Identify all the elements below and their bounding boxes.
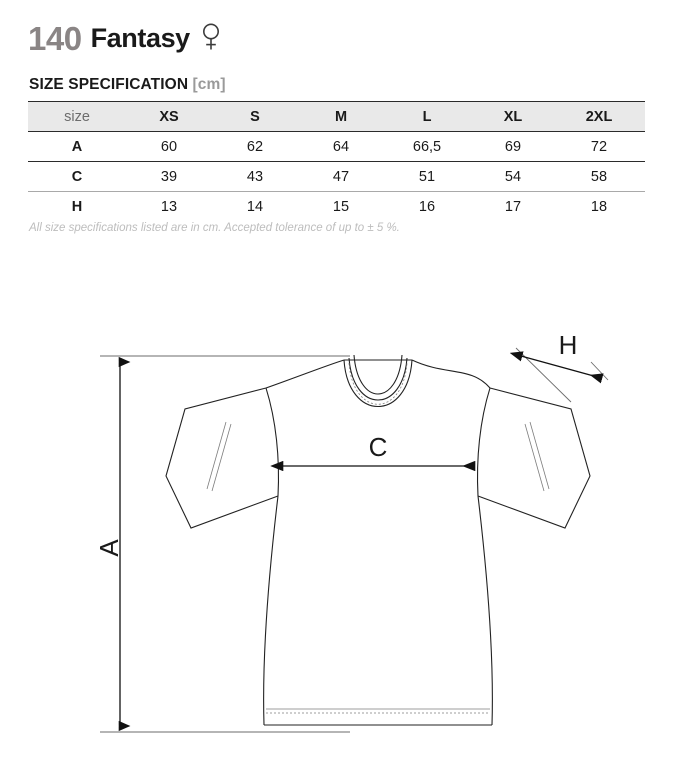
cell-h-m: 15	[298, 191, 384, 221]
cell-h-xl: 17	[470, 191, 556, 221]
spec-footnote: All size specifications listed are in cm…	[29, 222, 400, 234]
table-row: H 13 14 15 16 17 18	[28, 191, 645, 221]
row-label-a: A	[28, 131, 126, 162]
cell-c-m: 47	[298, 161, 384, 192]
cell-c-2xl: 58	[556, 161, 642, 192]
dimension-label-a: A	[94, 539, 124, 557]
spec-heading-unit: [cm]	[192, 76, 226, 93]
product-number: 140	[28, 19, 82, 57]
dimension-h: H	[509, 330, 609, 403]
cell-h-xs: 13	[126, 191, 212, 221]
cell-h-pad	[642, 191, 645, 221]
column-header-pad	[642, 101, 645, 132]
cell-a-xs: 60	[126, 131, 212, 162]
row-label-c: C	[28, 161, 126, 192]
garment-outline	[165, 354, 591, 726]
cell-a-pad	[642, 131, 645, 162]
cell-c-xs: 39	[126, 161, 212, 192]
product-name: Fantasy	[90, 22, 191, 53]
table-header-row: size XS S M L XL 2XL	[28, 101, 645, 132]
cell-a-xl: 69	[470, 131, 556, 162]
cell-a-m: 64	[298, 131, 384, 162]
dimension-a: A	[94, 355, 350, 733]
spec-section-heading: SIZE SPECIFICATION [cm]	[29, 76, 226, 94]
page-title: 140 Fantasy	[28, 16, 221, 60]
table-row: A 60 62 64 66,5 69 72	[28, 131, 645, 162]
column-header-m: M	[298, 101, 384, 132]
column-header-size: size	[28, 101, 126, 132]
garment-technical-drawing: A C H	[0, 300, 673, 757]
cell-c-s: 43	[212, 161, 298, 192]
cell-a-s: 62	[212, 131, 298, 162]
table-row: C 39 43 47 51 54 58	[28, 161, 645, 192]
dimension-label-c: C	[369, 432, 388, 462]
column-header-l: L	[384, 101, 470, 132]
cell-c-pad	[642, 161, 645, 192]
column-header-xl: XL	[470, 101, 556, 132]
spec-heading-text: SIZE SPECIFICATION	[29, 76, 189, 93]
cell-a-2xl: 72	[556, 131, 642, 162]
column-header-xs: XS	[126, 101, 212, 132]
dimension-label-h: H	[559, 330, 578, 360]
garment-stitch-lines	[206, 362, 550, 714]
cell-c-xl: 54	[470, 161, 556, 192]
cell-c-l: 51	[384, 161, 470, 192]
cell-a-l: 66,5	[384, 131, 470, 162]
column-header-s: S	[212, 101, 298, 132]
female-venus-icon	[201, 22, 221, 57]
cell-h-2xl: 18	[556, 191, 642, 221]
column-header-2xl: 2XL	[556, 101, 642, 132]
dimension-c: C	[270, 432, 476, 472]
row-label-h: H	[28, 191, 126, 221]
cell-h-s: 14	[212, 191, 298, 221]
cell-h-l: 16	[384, 191, 470, 221]
size-specification-table: size XS S M L XL 2XL A 60 62 64 66,5 69 …	[28, 101, 645, 221]
